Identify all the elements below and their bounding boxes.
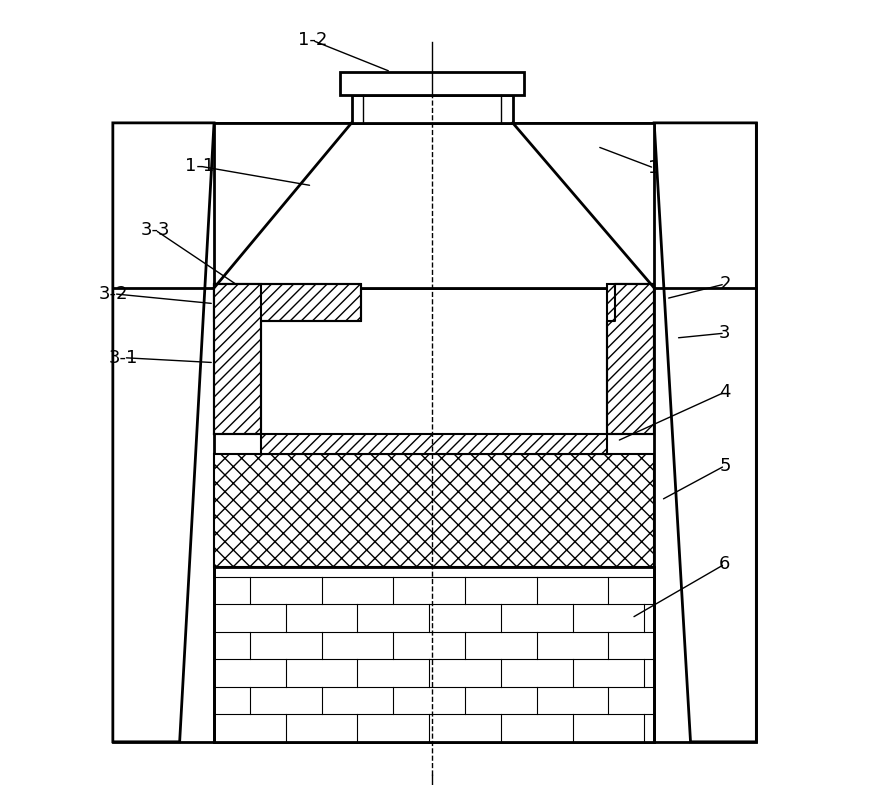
Text: 4: 4 [719,383,730,401]
Polygon shape [654,123,756,742]
Bar [615,284,654,322]
Bar [607,284,654,434]
Bar [214,454,654,567]
Text: 6: 6 [719,555,730,573]
Text: 5: 5 [719,457,730,474]
Bar [352,95,513,123]
Text: 2: 2 [719,275,730,293]
Bar [214,284,261,434]
Bar [340,72,524,95]
Text: 1-1: 1-1 [185,157,214,175]
Text: 3-1: 3-1 [109,348,138,367]
Bar [261,434,607,454]
Bar [214,567,654,742]
Text: 3-3: 3-3 [140,221,170,239]
Text: 1: 1 [649,159,660,177]
Bar [214,284,362,322]
Text: 3-2: 3-2 [99,285,128,303]
Bar [214,123,654,288]
Text: 1-2: 1-2 [297,32,327,49]
Text: 3: 3 [719,324,730,342]
Polygon shape [113,123,214,742]
Bar [113,123,756,742]
